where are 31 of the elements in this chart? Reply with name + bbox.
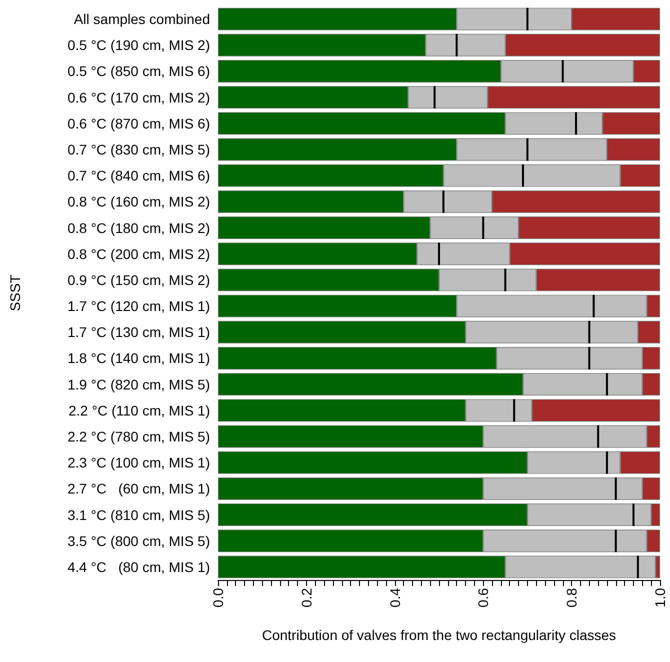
y-tick-label: All samples combined [74,11,210,28]
y-tick-label: 0.7 °C (830 cm, MIS 5) [67,142,210,158]
y-tick-label: 2.7 °C (60 cm, MIS 1) [67,480,210,497]
y-tick-label: 0.5 °C (850 cm, MIS 6) [67,63,210,80]
y-tick-label: 0.8 °C (180 cm, MIS 2) [67,220,210,236]
y-tick-label: 0.6 °C (170 cm, MIS 2) [67,89,210,106]
y-tick-label: 1.7 °C (130 cm, MIS 1) [67,324,210,340]
y-tick-label: 0.9 °C (150 cm, MIS 2) [67,272,210,288]
y-tick-label: 2.3 °C (100 cm, MIS 1) [67,454,210,471]
x-tick-label: 1.0 [652,588,668,608]
x-tick-label: 0.0 [210,588,226,608]
y-tick-label: 0.8 °C (200 cm, MIS 2) [67,246,210,262]
y-tick-label: 2.2 °C (780 cm, MIS 5) [67,428,210,444]
y-tick-label: 0.6 °C (870 cm, MIS 6) [67,115,210,132]
x-axis-title: Contribution of valves from the two rectangularity classes [262,627,616,643]
x-tick-label: 0.6 [475,588,492,608]
x-tick-label: 0.2 [298,588,314,608]
y-tick-label: 1.9 °C (820 cm, MIS 5) [67,376,210,392]
y-tick-label: 2.2 °C (110 cm, MIS 1) [68,402,210,418]
bar [638,556,656,578]
x-tick-label: 0.4 [386,588,403,608]
y-tick-label: 0.5 °C (190 cm, MIS 2) [67,37,210,54]
y-tick-label: 4.4 °C (80 cm, MIS 1) [67,558,210,575]
x-tick-label: 0.8 [564,588,580,608]
y-tick-label: 1.8 °C (140 cm, MIS 1) [67,350,210,366]
y-tick-label: 1.7 °C (120 cm, MIS 1) [67,298,210,314]
y-tick-label: 3.1 °C (810 cm, MIS 5) [67,506,210,523]
y-axis-title: SSST [7,274,23,312]
y-tick-label: 0.7 °C (840 cm, MIS 6) [67,168,210,184]
y-tick-label: 3.5 °C (800 cm, MIS 5) [67,532,210,549]
y-tick-label: 0.8 °C (160 cm, MIS 2) [67,194,210,210]
